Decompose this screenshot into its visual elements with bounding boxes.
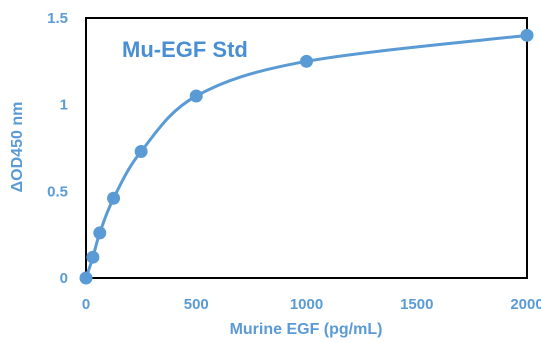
x-tick-label: 2000: [510, 296, 541, 313]
data-point: [86, 250, 100, 264]
y-tick-label: 0: [60, 270, 68, 287]
y-axis-ticks: 0 0.5 1 1.5: [47, 10, 68, 287]
data-point: [520, 28, 534, 42]
data-point: [134, 144, 148, 158]
x-axis-label: Murine EGF (pg/mL): [230, 321, 383, 338]
y-tick-label: 1: [60, 97, 68, 114]
x-tick-label: 1500: [400, 296, 433, 313]
data-point: [93, 226, 107, 240]
chart-title: Mu-EGF Std: [122, 37, 248, 62]
data-point: [300, 54, 313, 68]
series-curve: [84, 33, 528, 279]
x-tick-label: 500: [184, 296, 209, 313]
data-point: [189, 89, 203, 103]
series-points: [79, 28, 534, 285]
x-axis-ticks: 0 500 1000 1500 2000: [82, 296, 541, 313]
plot-area: [85, 17, 528, 279]
x-tick-label: 0: [82, 296, 90, 313]
x-tick-label: 1000: [290, 296, 323, 313]
y-axis-label: ΔOD450 nm: [9, 102, 26, 193]
y-tick-label: 1.5: [47, 10, 68, 27]
data-point: [79, 271, 93, 285]
y-tick-label: 0.5: [47, 183, 68, 200]
data-point: [107, 191, 121, 205]
